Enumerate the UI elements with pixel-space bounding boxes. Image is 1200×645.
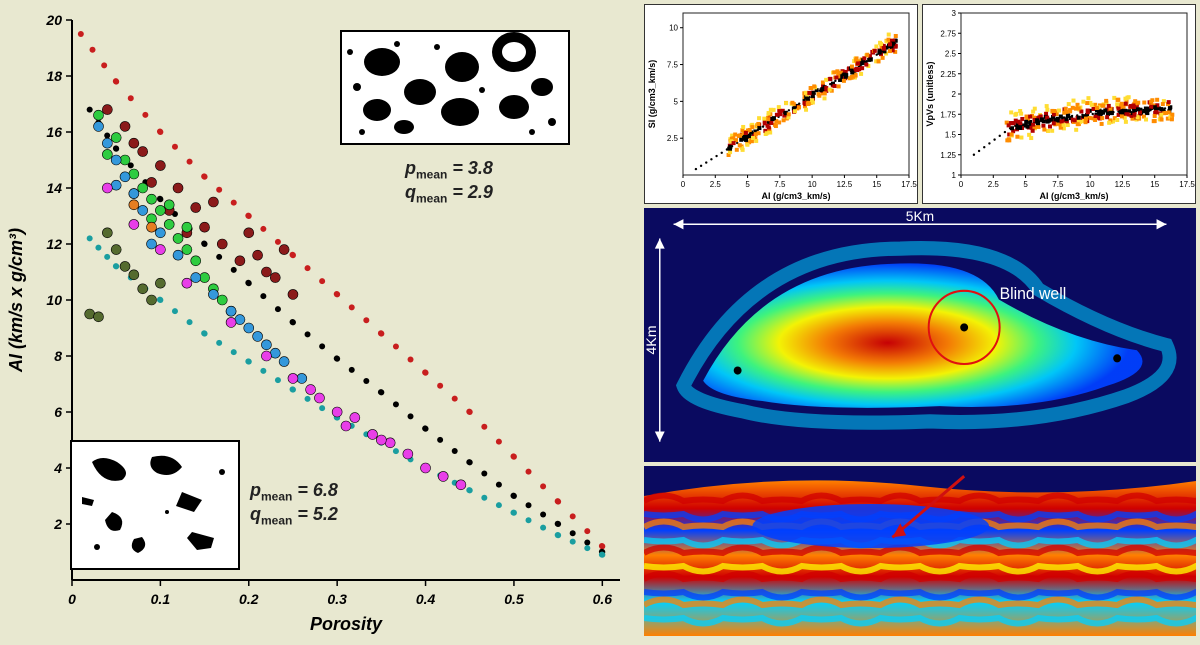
svg-text:18: 18 <box>46 68 62 84</box>
svg-text:5: 5 <box>1023 180 1028 189</box>
svg-text:8: 8 <box>54 348 62 364</box>
svg-text:17.5: 17.5 <box>901 180 917 189</box>
svg-text:10: 10 <box>669 24 678 33</box>
inset-microstructure-bot <box>70 440 240 570</box>
svg-text:7.5: 7.5 <box>774 180 786 189</box>
svg-text:AI (g/cm3_km/s): AI (g/cm3_km/s) <box>761 191 830 201</box>
svg-text:Porosity: Porosity <box>310 614 383 634</box>
svg-text:10: 10 <box>46 292 62 308</box>
small-chart-vpvs: 0 2.5 5 7.5 10 12.5 15 17.5 1 1.25 1.5 1.75 2 2.25 2.5… <box>922 4 1196 204</box>
svg-text:2: 2 <box>53 516 62 532</box>
svg-text:10: 10 <box>1086 180 1095 189</box>
svg-text:SI (g/cm3_km/s): SI (g/cm3_km/s) <box>647 60 657 129</box>
svg-text:AI (g/cm3_km/s): AI (g/cm3_km/s) <box>1039 191 1108 201</box>
svg-text:0: 0 <box>681 180 686 189</box>
svg-text:5: 5 <box>745 180 750 189</box>
svg-text:2.5: 2.5 <box>945 50 957 59</box>
seismic-section-panel <box>644 466 1196 636</box>
svg-text:17.5: 17.5 <box>1179 180 1195 189</box>
svg-text:0: 0 <box>68 591 76 607</box>
p-mean-top: pmean = 3.8 <box>405 158 493 182</box>
svg-text:0.2: 0.2 <box>239 591 259 607</box>
p-mean-bot: pmean = 6.8 <box>250 480 338 504</box>
main-scatter-panel: 0 0.1 0.2 0.3 0.4 0.5 0.6 2 4 6 8 10 12 14 16 18 20 Poros… <box>0 0 640 640</box>
svg-text:2: 2 <box>952 90 957 99</box>
svg-text:3: 3 <box>952 9 957 18</box>
svg-text:12: 12 <box>46 236 62 252</box>
svg-text:12.5: 12.5 <box>1115 180 1131 189</box>
svg-text:0.5: 0.5 <box>504 591 524 607</box>
svg-text:0.6: 0.6 <box>593 591 613 607</box>
svg-text:4Km: 4Km <box>644 325 659 354</box>
svg-text:6: 6 <box>54 404 62 420</box>
q-mean-bot: qmean = 5.2 <box>250 504 338 528</box>
svg-text:4: 4 <box>53 460 62 476</box>
svg-text:2.75: 2.75 <box>940 29 956 38</box>
seismic-map-panel: 5Km 4Km Blind well <box>644 208 1196 462</box>
svg-text:VpVs (unitless): VpVs (unitless) <box>925 61 935 126</box>
svg-text:10: 10 <box>808 180 817 189</box>
svg-text:1.75: 1.75 <box>940 110 956 119</box>
svg-text:0: 0 <box>959 180 964 189</box>
svg-text:1.25: 1.25 <box>940 151 956 160</box>
svg-text:5: 5 <box>674 97 679 106</box>
svg-text:0.1: 0.1 <box>151 591 171 607</box>
svg-text:2.5: 2.5 <box>667 134 679 143</box>
svg-text:0.4: 0.4 <box>416 591 436 607</box>
svg-text:2.5: 2.5 <box>988 180 1000 189</box>
svg-text:AI (km/s x g/cm³): AI (km/s x g/cm³) <box>6 228 26 373</box>
svg-text:15: 15 <box>1150 180 1159 189</box>
svg-text:2.5: 2.5 <box>710 180 722 189</box>
svg-text:14: 14 <box>46 180 62 196</box>
svg-text:5Km: 5Km <box>906 208 934 224</box>
q-mean-top: qmean = 2.9 <box>405 182 493 206</box>
small-chart-si: 0 2.5 5 7.5 10 12.5 15 17.5 2.5 5 7.5 10 AI (g/cm3_k… <box>644 4 918 204</box>
svg-text:Blind well: Blind well <box>1000 286 1067 303</box>
svg-text:1: 1 <box>952 171 957 180</box>
inset-microstructure-top <box>340 30 570 145</box>
svg-text:15: 15 <box>872 180 881 189</box>
svg-text:2.25: 2.25 <box>940 70 956 79</box>
svg-text:7.5: 7.5 <box>667 61 679 70</box>
svg-text:12.5: 12.5 <box>837 180 853 189</box>
svg-text:1.5: 1.5 <box>945 131 957 140</box>
svg-text:7.5: 7.5 <box>1052 180 1064 189</box>
svg-text:0.3: 0.3 <box>327 591 347 607</box>
svg-text:20: 20 <box>45 12 62 28</box>
svg-text:16: 16 <box>46 124 62 140</box>
